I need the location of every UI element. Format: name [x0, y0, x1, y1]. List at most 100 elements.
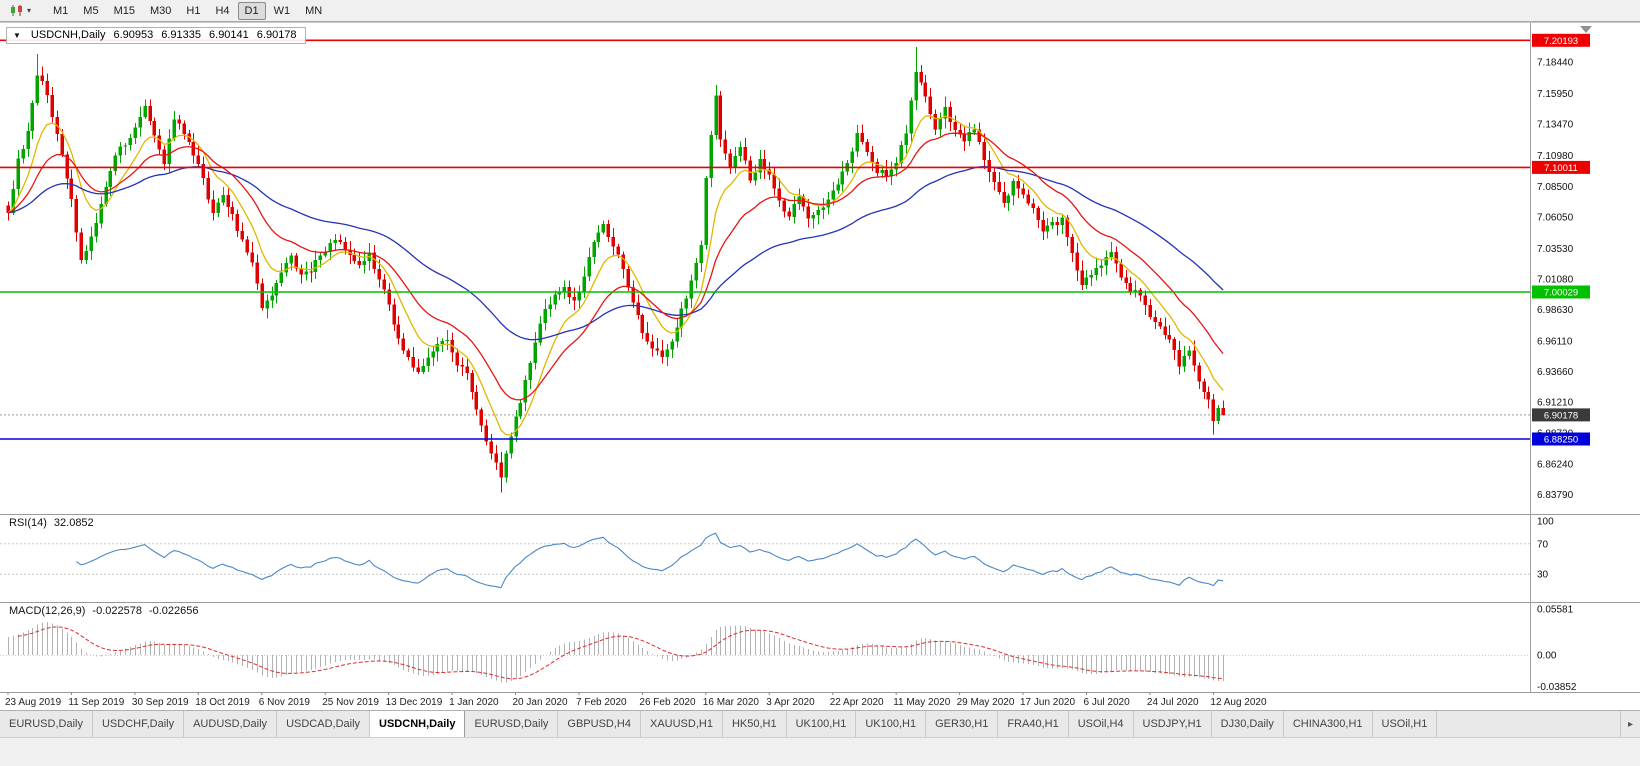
- moving-average-21: [7, 132, 1224, 401]
- ohlc-close: 6.90178: [256, 29, 297, 41]
- svg-text:7.13470: 7.13470: [1537, 120, 1574, 131]
- chart-tab-xauusd-h1[interactable]: XAUUSD,H1: [640, 711, 723, 737]
- timeframe-button-m30[interactable]: M30: [149, 4, 172, 17]
- top-toolbar: ▾ M1 M5 M15 M30 H1 H4 D1 W1 MN: [0, 0, 1640, 22]
- svg-text:29 May 2020: 29 May 2020: [957, 697, 1015, 708]
- svg-text:6.98630: 6.98630: [1537, 305, 1574, 316]
- timeframe-buttons: M1 M5 M15 M30 H1 H4 D1 W1 MN: [46, 1, 329, 20]
- chart-tab-usdjpy-h1[interactable]: USDJPY,H1: [1133, 711, 1212, 737]
- rsi-indicator-label: RSI(14) 32.0852: [6, 517, 97, 529]
- chart-tab-audusd-daily[interactable]: AUDUSD,Daily: [184, 711, 278, 737]
- svg-text:3 Apr 2020: 3 Apr 2020: [766, 697, 815, 708]
- candles-layer[interactable]: [6, 47, 1225, 493]
- rsi-line: [75, 532, 1224, 589]
- svg-text:6 Jul 2020: 6 Jul 2020: [1084, 697, 1131, 708]
- svg-text:20 Jan 2020: 20 Jan 2020: [513, 697, 568, 708]
- svg-text:23 Aug 2019: 23 Aug 2019: [5, 697, 62, 708]
- svg-text:7.10980: 7.10980: [1537, 151, 1574, 162]
- svg-text:18 Oct 2019: 18 Oct 2019: [195, 697, 250, 708]
- macd-signal-line: [17, 626, 1224, 680]
- ohlc-low: 6.90141: [209, 29, 249, 41]
- svg-text:11 Sep 2019: 11 Sep 2019: [68, 697, 124, 708]
- svg-text:7.18440: 7.18440: [1537, 58, 1574, 69]
- svg-text:7.06050: 7.06050: [1537, 212, 1574, 223]
- chart-tab-fra40-h1[interactable]: FRA40,H1: [998, 711, 1069, 737]
- svg-text:30 Sep 2019: 30 Sep 2019: [132, 697, 189, 708]
- svg-text:7.20193: 7.20193: [1544, 36, 1578, 47]
- chart-tab-eurusd-daily[interactable]: EURUSD,Daily: [465, 711, 559, 737]
- svg-text:0.00: 0.00: [1537, 651, 1557, 662]
- timeframe-button-mn[interactable]: MN: [305, 4, 323, 17]
- svg-text:6.86240: 6.86240: [1537, 460, 1574, 471]
- svg-text:17 Jun 2020: 17 Jun 2020: [1020, 697, 1075, 708]
- chart-info-box[interactable]: ▼ USDCNH,Daily 6.90953 6.91335 6.90141 6…: [6, 27, 306, 44]
- moving-average-55: [7, 166, 1224, 341]
- ohlc-open: 6.90953: [113, 29, 154, 41]
- svg-text:70: 70: [1537, 539, 1549, 550]
- rsi-name: RSI(14): [9, 517, 47, 529]
- macd-signal: -0.022656: [148, 605, 199, 617]
- horizontal-lines-layer: [0, 39, 1530, 440]
- timeframe-button-w1[interactable]: W1: [273, 4, 291, 17]
- chart-tab-china300-h1[interactable]: CHINA300,H1: [1283, 711, 1373, 737]
- svg-text:26 Feb 2020: 26 Feb 2020: [639, 697, 696, 708]
- svg-text:6.83790: 6.83790: [1537, 490, 1574, 501]
- macd-name: MACD(12,26,9): [9, 605, 86, 617]
- chart-tab-usdcad-daily[interactable]: USDCAD,Daily: [277, 711, 371, 737]
- chart-symbol-period: USDCNH,Daily: [30, 29, 106, 41]
- chart-tab-usoil-h1[interactable]: USOil,H1: [1372, 711, 1438, 737]
- svg-text:100: 100: [1537, 517, 1554, 528]
- svg-text:7.03530: 7.03530: [1537, 244, 1574, 255]
- chart-tab-dj30-daily[interactable]: DJ30,Daily: [1211, 711, 1284, 737]
- svg-text:16 Mar 2020: 16 Mar 2020: [703, 697, 760, 708]
- chevron-down-icon: ▾: [27, 6, 32, 15]
- rsi-value: 32.0852: [53, 517, 94, 529]
- svg-text:6.88250: 6.88250: [1544, 435, 1578, 446]
- timeframe-button-d1[interactable]: D1: [237, 1, 266, 20]
- svg-text:7 Feb 2020: 7 Feb 2020: [576, 697, 627, 708]
- tab-scroll-right-button[interactable]: ▸: [1619, 711, 1640, 737]
- svg-text:12 Aug 2020: 12 Aug 2020: [1210, 697, 1267, 708]
- chart-tab-bar: EURUSD,Daily USDCHF,Daily AUDUSD,Daily USDC…: [0, 710, 1640, 737]
- svg-text:6.90178: 6.90178: [1544, 410, 1578, 421]
- svg-text:7.01080: 7.01080: [1537, 274, 1574, 285]
- timeframe-button-m1[interactable]: M1: [53, 4, 69, 17]
- timeframe-button-m15[interactable]: M15: [113, 4, 135, 17]
- chart-shift-marker[interactable]: [1580, 26, 1592, 33]
- svg-text:30: 30: [1537, 570, 1549, 581]
- chart-tab-uk100-h1[interactable]: UK100,H1: [786, 711, 857, 737]
- collapse-triangle-icon[interactable]: ▼: [13, 30, 21, 40]
- svg-text:1 Jan 2020: 1 Jan 2020: [449, 697, 499, 708]
- svg-text:0.05581: 0.05581: [1537, 605, 1574, 616]
- svg-text:25 Nov 2019: 25 Nov 2019: [322, 697, 379, 708]
- chart-tab-usdcnh-daily[interactable]: USDCNH,Daily: [370, 711, 466, 737]
- svg-text:7.15950: 7.15950: [1537, 89, 1574, 100]
- chart-tab-hk50-h1[interactable]: HK50,H1: [722, 711, 787, 737]
- status-bar: [0, 737, 1640, 766]
- chart-tab-eurusd-daily[interactable]: EURUSD,Daily: [0, 711, 93, 737]
- svg-text:7.00029: 7.00029: [1544, 288, 1578, 299]
- price-axis[interactable]: 7.18440 7.15950 7.13470 7.10980 7.08500 7.060…: [1532, 33, 1590, 693]
- chart-tab-ger30-h1[interactable]: GER30,H1: [926, 711, 999, 737]
- rsi-pane: [0, 532, 1530, 589]
- svg-text:13 Dec 2019: 13 Dec 2019: [386, 697, 443, 708]
- chart-tab-uk100-h1[interactable]: UK100,H1: [856, 711, 927, 737]
- svg-text:7.08500: 7.08500: [1537, 182, 1574, 193]
- moving-average-9: [7, 115, 1224, 436]
- pane-frame: [0, 22, 1640, 693]
- chart-tab-usdchf-daily[interactable]: USDCHF,Daily: [92, 711, 185, 737]
- time-axis[interactable]: 23 Aug 2019 11 Sep 2019 30 Sep 2019 18 Oct …: [5, 692, 1267, 708]
- chart-tab-usoil-h4[interactable]: USOil,H4: [1068, 711, 1134, 737]
- timeframe-button-h1[interactable]: H1: [186, 4, 201, 17]
- macd-histogram: [8, 622, 1224, 683]
- timeframe-button-m5[interactable]: M5: [83, 4, 99, 17]
- timeframe-button-h4[interactable]: H4: [215, 4, 230, 17]
- chart-type-button[interactable]: ▾: [5, 2, 36, 19]
- svg-text:7.10011: 7.10011: [1544, 163, 1578, 174]
- ohlc-high: 6.91335: [161, 29, 202, 41]
- chart-canvas[interactable]: 7.18440 7.15950 7.13470 7.10980 7.08500 7.060…: [0, 0, 1640, 710]
- svg-text:22 Apr 2020: 22 Apr 2020: [830, 697, 884, 708]
- macd-main: -0.022578: [92, 605, 142, 617]
- macd-indicator-label: MACD(12,26,9) -0.022578 -0.022656: [6, 605, 202, 617]
- chart-tab-gbpusd-h4[interactable]: GBPUSD,H4: [558, 711, 641, 737]
